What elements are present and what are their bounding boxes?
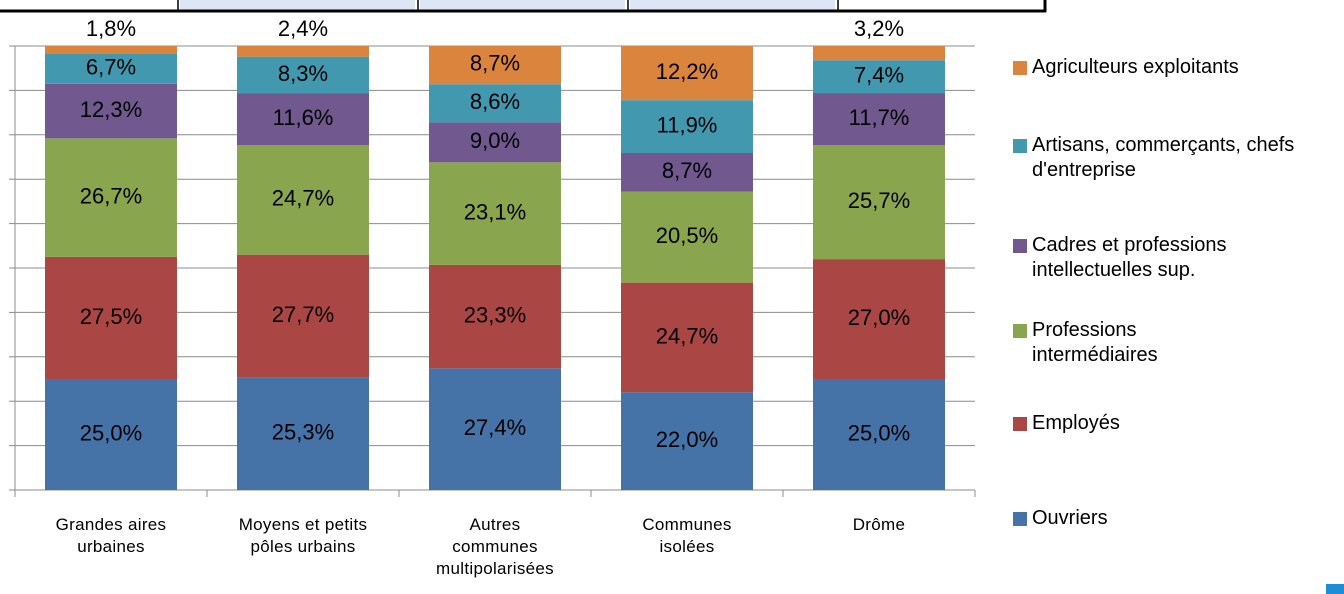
value-label: 23,1% [464,199,526,224]
bar-segment [621,100,753,154]
legend-swatch [1013,324,1027,338]
value-label: 27,7% [272,302,334,327]
bar-segment [621,282,753,393]
x-tick-label: Drôme [852,515,906,534]
x-tick-label: Communes isolées [642,515,732,556]
bar-segment [237,56,369,94]
legend-item: Professions intermédiaires [1013,318,1213,368]
legend-label: Cadres et professions intellectuelles su… [1032,234,1227,281]
bar-segment [813,46,945,61]
bar-segment [429,264,561,369]
corner-icon [1326,584,1344,594]
value-label: 27,5% [80,304,142,329]
value-label: 8,7% [470,51,520,76]
bar-segment [237,46,369,57]
bar-segment [621,191,753,283]
bar-segment [45,46,177,54]
value-label: 6,7% [86,55,136,80]
legend-label: Artisans, commerçants, chefs d'entrepris… [1032,134,1295,181]
value-label: 25,0% [848,420,910,445]
legend-item: Employés [1013,411,1323,436]
bar-segment [45,379,177,490]
value-label: 11,7% [849,105,910,130]
bar-segment [621,153,753,192]
bar-segment [813,93,945,146]
bar-segment [429,45,561,85]
legend-swatch [1013,139,1027,153]
bar-segment [429,368,561,490]
value-label: 25,7% [848,188,910,213]
legend-label: Professions intermédiaires [1032,319,1158,366]
bar-segment [813,145,945,260]
legend-swatch [1013,239,1027,253]
value-label: 1,8% [86,16,136,41]
legend-item: Ouvriers [1013,506,1323,531]
value-label: 27,4% [464,415,526,440]
x-tick-label: Autres communes multipolarisées [436,515,554,578]
legend-label: Employés [1032,412,1120,434]
value-label: 9,0% [470,128,520,153]
value-label: 12,3% [80,97,142,122]
legend-label: Ouvriers [1032,507,1108,529]
value-label: 7,4% [854,62,904,87]
table-cell [630,0,835,10]
value-label: 25,0% [80,420,142,445]
value-label: 3,2% [854,16,904,41]
bar-segment [813,60,945,94]
value-label: 8,7% [662,158,712,183]
value-label: 22,0% [656,427,718,452]
bar-segment [45,53,177,84]
value-label: 12,2% [656,59,718,84]
value-label: 25,3% [272,420,334,445]
bar-segment [429,122,561,163]
value-label: 24,7% [656,323,718,348]
value-label: 26,7% [80,183,142,208]
value-label: 11,6% [273,105,334,130]
bar-segment [45,83,177,139]
value-label: 8,6% [470,89,520,114]
value-label: 20,5% [656,223,718,248]
legend-item: Cadres et professions intellectuelles su… [1013,233,1323,283]
legend-item: Agriculteurs exploitants [1013,55,1333,80]
bar-segment [429,162,561,265]
value-label: 11,9% [657,112,718,137]
bar-segment [813,259,945,379]
value-label: 8,3% [278,61,328,86]
bar-segment [429,84,561,123]
legend-item: Artisans, commerçants, chefs d'entrepris… [1013,133,1333,183]
bar-segment [237,377,369,490]
bar-segment [45,256,177,379]
value-label: 27,0% [848,305,910,330]
bar-segment [237,145,369,255]
value-label: 23,3% [464,302,526,327]
bar-segment [621,46,753,101]
legend-label: Agriculteurs exploitants [1032,56,1239,78]
bar-segment [45,138,177,257]
bar-segment [237,254,369,378]
bar-segment [621,392,753,490]
value-label: 24,7% [272,186,334,211]
x-tick-label: Moyens et petits pôles urbains [238,515,368,556]
table-cell [420,0,625,10]
bar-segment [813,379,945,490]
value-label: 2,4% [278,16,328,41]
legend-swatch [1013,512,1027,526]
legend-swatch [1013,417,1027,431]
legend-swatch [1013,61,1027,75]
bar-segment [237,93,369,146]
table-cell [180,0,415,10]
x-tick-label: Grandes aires urbaines [55,515,167,556]
